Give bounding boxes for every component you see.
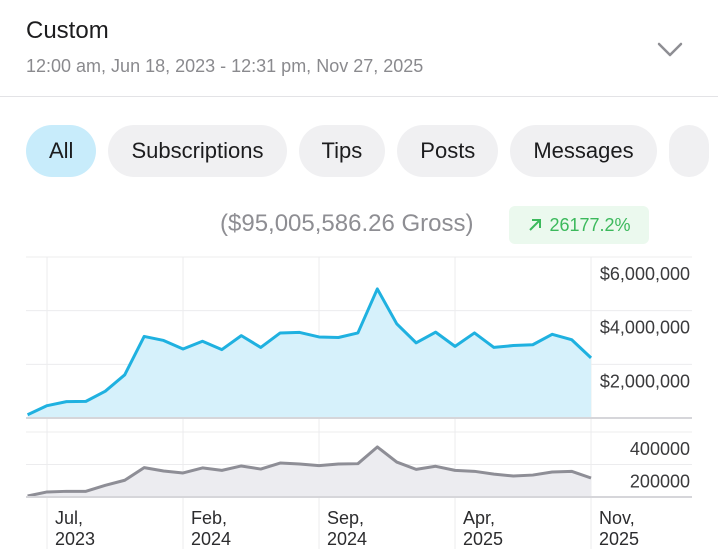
change-badge: 26177.2% bbox=[509, 206, 649, 244]
change-percent: 26177.2% bbox=[549, 214, 631, 235]
x-tick-label: Sep, 2024 bbox=[327, 508, 367, 549]
x-tick-label: Nov, 2025 bbox=[599, 508, 639, 549]
y-tick-label: 400000 bbox=[630, 439, 690, 459]
count-line bbox=[27, 445, 592, 498]
filter-tabs: All Subscriptions Tips Posts Messages bbox=[26, 125, 709, 177]
arrow-up-right-icon bbox=[529, 219, 542, 231]
x-tick-label: Apr, 2025 bbox=[463, 508, 503, 549]
tab-tips[interactable]: Tips bbox=[298, 125, 386, 177]
gross-total: ($95,005,586.26 Gross) bbox=[220, 210, 474, 237]
y-tick-label: $6,000,000 bbox=[600, 264, 690, 284]
gross-line bbox=[26, 287, 593, 417]
tab-more[interactable] bbox=[668, 125, 709, 177]
divider bbox=[0, 96, 718, 97]
page-title: Custom bbox=[26, 17, 109, 44]
tab-all[interactable]: All bbox=[26, 125, 97, 177]
tab-messages[interactable]: Messages bbox=[510, 125, 657, 177]
chevron-down-icon[interactable] bbox=[655, 36, 685, 62]
date-range[interactable]: 12:00 am, Jun 18, 2023 - 12:31 pm, Nov 2… bbox=[26, 56, 424, 76]
x-tick-label: Feb, 2024 bbox=[191, 508, 231, 549]
gross-area bbox=[27, 288, 592, 418]
tab-subscriptions[interactable]: Subscriptions bbox=[108, 125, 287, 177]
y-tick-label: 200000 bbox=[630, 472, 690, 492]
y-tick-label: $2,000,000 bbox=[600, 371, 690, 391]
x-tick-label: Jul, 2023 bbox=[55, 508, 95, 549]
count-area bbox=[27, 446, 592, 497]
y-tick-label: $4,000,000 bbox=[600, 318, 690, 338]
tab-posts[interactable]: Posts bbox=[397, 125, 499, 177]
